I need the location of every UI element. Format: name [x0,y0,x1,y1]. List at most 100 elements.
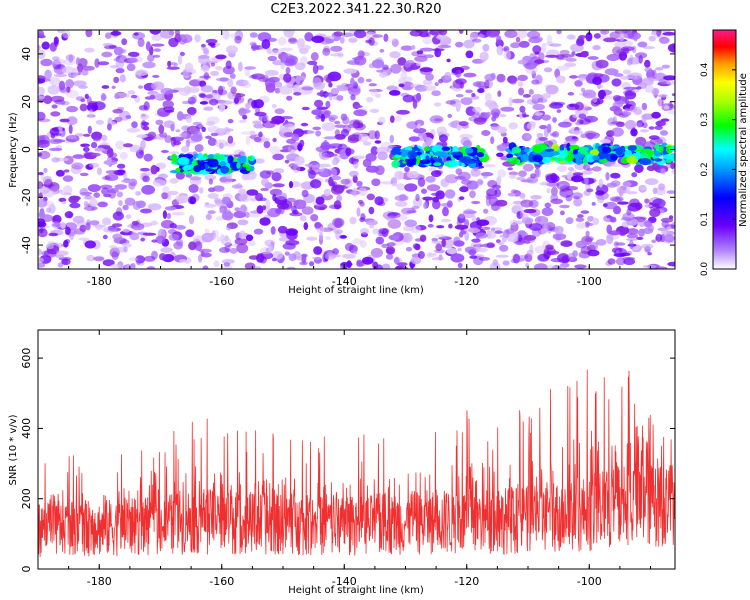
spectrogram-cell [372,228,379,235]
spectrogram-cell [116,163,126,169]
spectrogram-cell [617,201,629,205]
spectrogram-cell [644,67,652,73]
spectrogram-cell [323,136,337,140]
spectrogram-cell [84,240,97,249]
spectrogram-cell [106,148,114,158]
spectrogram-cell [39,186,50,194]
spectrogram-cell [121,243,132,248]
spectrogram-cell [558,121,572,128]
spectrogram-cell [144,255,156,262]
spectrogram-cell [370,88,378,96]
spectrogram-cell [524,253,533,262]
spectrogram-cell [177,194,189,204]
spectrogram-cell [380,181,394,185]
spectrogram-cell [633,32,638,42]
spectrogram-cell [618,187,624,197]
spectrogram-cell [412,99,418,109]
spectrogram-cell [356,207,361,217]
spectrogram-cell [471,238,481,243]
spectrogram-cell [258,114,267,122]
spectrogram-cell [63,240,69,248]
spectrogram-cell [147,91,159,95]
spectrogram-cell [122,172,128,180]
spectrogram-band-cell [566,142,571,151]
spectrogram-cell [158,124,165,134]
page-title: C2E3.2022.341.22.30.R20 [270,2,442,17]
spectrogram-cell [175,172,185,180]
spectrogram-cell [96,167,102,176]
spectrogram-cell [367,130,378,140]
spectrogram-cell [516,176,526,181]
spectrogram-cell [330,45,343,52]
spectrogram-cell [584,176,589,186]
spectrogram-cell [315,196,325,205]
spectrogram-cell [78,237,90,241]
spectrogram-cell [670,162,675,170]
spectrogram-cell [399,193,407,201]
spectrogram-cell [335,230,341,240]
spectrogram-band-cell [615,147,624,156]
spectrogram-band-cell [177,156,190,165]
spectrogram-cell [88,109,94,118]
spectrogram-cell [611,127,624,137]
spectrogram-cell [40,175,45,181]
spectrogram-cell [389,90,401,96]
spectrogram-cell [513,203,524,212]
spectrogram-band-cell [567,150,573,154]
spectrogram-cell [323,74,336,82]
spectrogram-cell [655,120,666,127]
spectrogram-cell [477,226,491,230]
spectrogram-cell [471,215,477,222]
spectrogram-cell [517,74,528,82]
spectrogram-cell [509,219,518,226]
spectrogram-cell [218,85,224,96]
spectrogram-cell [580,133,588,139]
spectrogram-cell [247,240,256,247]
spectrogram-cell [85,30,93,38]
spectrogram-cell [244,211,250,218]
spectrogram-cell [591,202,596,206]
spectrogram-cell [304,32,314,42]
spectrogram-cell [518,170,527,177]
spectrogram-cell [97,61,110,66]
spectrogram-cell [151,34,163,41]
spectrogram-cell [565,217,574,225]
spectrogram-cell [417,251,425,259]
spectrogram-cell [245,102,251,110]
spectrogram-cell [179,132,188,138]
spectrogram-cell [604,68,619,76]
spectrogram-cell [365,153,377,162]
spectrogram-cell [366,219,378,226]
spectrogram-cell [374,140,382,144]
spectrogram-cell [526,249,534,256]
spectrogram-cell [585,230,590,237]
spectrogram-cell [324,110,332,116]
spectrogram-cell [657,94,668,98]
spectrogram-cell [395,214,408,221]
spectrogram-cell [288,253,297,262]
spectrogram-cell [415,92,422,102]
spectrogram-cell [213,198,222,204]
spectrogram-cell [609,105,621,112]
spectrogram-cell [114,116,123,123]
spectrogram-cell [301,206,314,215]
spectrogram-cell [375,236,385,245]
spectrogram-band-cell [598,151,606,160]
spectrogram-cell [141,121,150,126]
spectrogram-cell [101,134,108,142]
spectrogram-cell [38,198,48,208]
spectrogram-cell [126,63,136,72]
spectrogram-cell [585,32,593,42]
spectrogram-cell [442,206,449,217]
spectrogram-cell [55,157,69,162]
spectrogram-cell [219,208,232,214]
spectrogram-cell [100,93,107,102]
spectrogram-cell [551,186,558,197]
spectrogram-cell [218,247,230,253]
spectrogram-cell [270,226,276,235]
spectrogram-cell [634,164,644,173]
spectrogram-cell [603,95,615,100]
spectrogram-cell [598,89,606,100]
spectrogram-cell [116,191,124,198]
spectrogram-cell [584,115,598,123]
